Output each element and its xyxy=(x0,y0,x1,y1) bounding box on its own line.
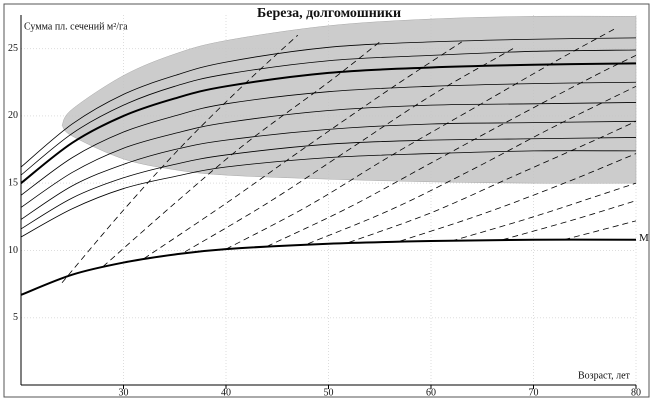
dashed-line xyxy=(307,85,637,245)
series-line xyxy=(20,37,637,168)
series-line xyxy=(20,120,637,220)
x-tick-label: 50 xyxy=(324,387,334,398)
dashed-line xyxy=(225,28,616,250)
y-tick-label: 15 xyxy=(8,177,18,188)
dashed-line xyxy=(451,182,637,242)
y-tick-label: 25 xyxy=(8,43,18,54)
series-line xyxy=(20,238,637,296)
x-tick-label: 60 xyxy=(426,387,436,398)
dashed-line xyxy=(102,41,380,267)
series-line xyxy=(20,62,637,184)
x-tick-label: 40 xyxy=(221,387,231,398)
chart-title: Береза, долгомошники xyxy=(257,6,401,21)
dashed-line xyxy=(348,120,637,243)
dashed-line xyxy=(61,34,299,284)
series-line xyxy=(20,150,637,238)
dashed-line xyxy=(400,153,637,242)
y-tick-label: 10 xyxy=(8,245,18,256)
shaded-region xyxy=(61,15,637,184)
series-line xyxy=(20,49,637,176)
series-line xyxy=(20,102,637,208)
y-axis-label: Сумма пл. сечений м²/га xyxy=(24,21,128,32)
x-axis-label: Возраст, лет xyxy=(578,370,631,381)
series-label: M xyxy=(639,232,649,244)
dashed-line xyxy=(184,48,514,253)
y-tick-label: 20 xyxy=(8,110,18,121)
dashed-line xyxy=(564,220,637,241)
x-tick-label: 80 xyxy=(631,387,641,398)
y-tick-label: 5 xyxy=(13,312,18,323)
series-line xyxy=(20,137,637,230)
x-tick-label: 70 xyxy=(529,387,539,398)
dashed-line xyxy=(502,200,637,241)
x-tick-label: 30 xyxy=(119,387,129,398)
series-line xyxy=(20,81,637,196)
dashed-line xyxy=(266,55,637,247)
